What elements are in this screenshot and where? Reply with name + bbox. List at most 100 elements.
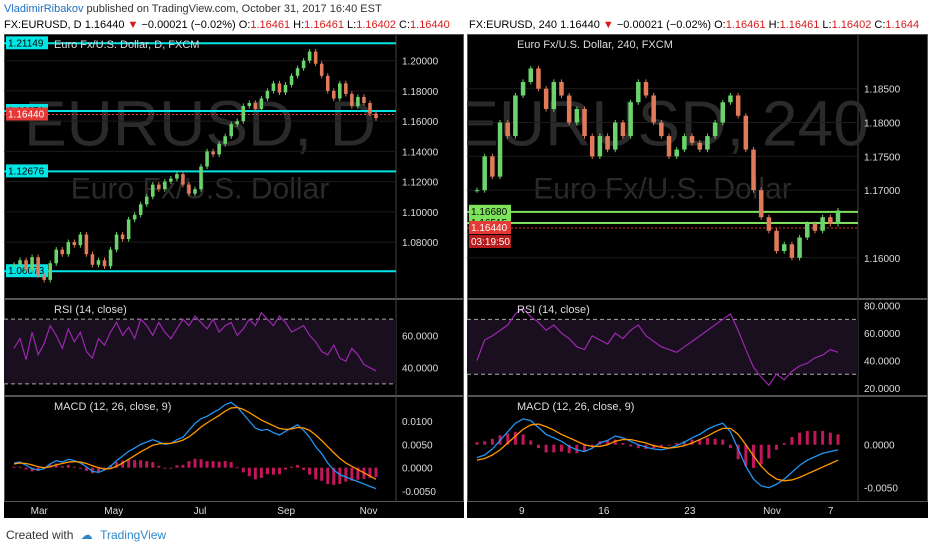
rsi-tick-label: 60.0000 [402,331,439,342]
macd-histogram-bar [705,437,709,445]
candle-body [528,68,534,82]
left-symbol: FX:EURUSD, D [4,19,82,31]
right-low: 1.16402 [831,19,872,31]
x-tick-label: May [104,506,123,517]
candle-body [247,103,252,107]
candle-body [356,96,360,107]
candle-body [199,166,203,190]
macd-histogram-bar [490,438,494,445]
macd-histogram-bar [338,467,342,484]
candle-body [319,63,324,76]
candle-body [758,190,764,218]
author-link[interactable]: VladimirRibakov [4,3,84,15]
macd-histogram-bar [613,439,617,445]
macd-histogram-bar [728,444,732,449]
candle-body [157,184,161,190]
macd-histogram-bar [60,466,64,468]
macd-histogram-bar [736,444,740,460]
price-tick-label: 1.14000 [402,147,439,158]
countdown-label: 03:19:50 [471,237,510,248]
macd-histogram-bar [296,464,300,468]
candle-body [30,257,34,270]
candle-body [72,242,77,246]
macd-histogram-bar [284,467,287,470]
candle-body [289,75,294,85]
candle-body [781,244,787,252]
macd-histogram-bar [667,444,671,446]
tradingview-brand-link[interactable]: TradingView [100,528,167,542]
price-tick-label: 1.18000 [402,87,439,98]
candle-body [169,178,173,182]
candle-body [712,122,718,137]
chart-title: Euro Fx/U.S. Dollar, D, FXCM [54,39,199,51]
macd-histogram-bar [536,444,540,449]
level-label: 1.16440 [8,109,45,120]
candle-body [697,142,703,150]
candle-body [338,83,342,99]
macd-histogram-bar [713,438,717,445]
pane-border-0 [467,34,928,299]
rsi-tick-label: 60.0000 [864,329,901,340]
right-symbol-line: FX:EURUSD, 240 1.16440 ▼ −0.00021 (−0.02… [469,19,920,31]
macd-histogram-bar [24,467,28,470]
macd-histogram-bar [590,444,594,447]
candle-body [24,260,28,270]
macd-histogram-bar [145,461,149,468]
left-chart-panel[interactable]: EURUSD, D Euro Fx/U.S. Dollar 1.20000 1.180… [4,34,464,518]
macd-histogram-bar [241,467,245,473]
macd-histogram-bar [821,430,825,445]
left-symbol-line: FX:EURUSD, D 1.16440 ▼ −0.00021 (−0.02%)… [4,19,450,31]
left-high: 1.16461 [304,19,344,31]
candle-body [187,184,191,194]
price-tick-label: 1.17000 [864,186,901,197]
macd-histogram-bar [320,467,324,481]
candle-body [150,184,155,197]
macd-line [476,418,839,489]
candle-body [582,109,587,137]
macd-histogram-bar [721,439,725,445]
candle-body [54,249,59,264]
macd-histogram-bar [621,442,625,445]
macd-histogram-bar [513,431,517,445]
macd-histogram-bar [96,467,100,473]
candle-body [682,136,687,150]
price-tick-label: 1.10000 [402,208,439,219]
macd-histogram-bar [127,459,131,468]
macd-histogram-bar [583,444,587,452]
candle-body [720,102,726,123]
candle-body [138,204,143,215]
macd-histogram-bar [552,444,556,453]
macd-histogram-bar [682,441,686,445]
macd-histogram-bar [54,463,58,468]
x-tick-label: 9 [519,506,525,517]
candle-body [666,136,672,157]
down-arrow-icon: ▼ [127,19,139,31]
candle-body [350,93,354,107]
macd-histogram-bar [506,433,510,445]
macd-histogram-bar [606,440,610,445]
macd-histogram-bar [18,466,22,468]
macd-histogram-bar [350,467,354,481]
candle-body [277,83,282,93]
price-tick-label: 1.16000 [864,254,901,265]
x-tick-label: Sep [277,506,295,517]
publish-header: VladimirRibakov published on TradingView… [4,3,382,15]
macd-histogram-bar [66,464,70,468]
macd-histogram-bar [559,444,563,452]
macd-histogram-bar [798,432,802,445]
level-label-bg [469,204,511,218]
right-symbol: FX:EURUSD, 240 [469,19,558,31]
candle-body [78,234,83,246]
right-chart-panel[interactable]: EURUSD, 240 Euro Fx/U.S. Dollar 1.18500 1.1… [467,34,928,518]
macd-tick-label: 0.0100 [402,417,433,428]
macd-histogram-bar [475,442,479,445]
macd-histogram-bar [836,434,840,445]
macd-histogram-bar [290,466,294,468]
macd-histogram-bar [217,461,221,468]
left-change: −0.00021 (−0.02%) [141,19,236,31]
candle-body [659,122,664,137]
publish-info: published on TradingView.com, October 31… [86,3,382,15]
right-high: 1.16461 [779,19,820,31]
